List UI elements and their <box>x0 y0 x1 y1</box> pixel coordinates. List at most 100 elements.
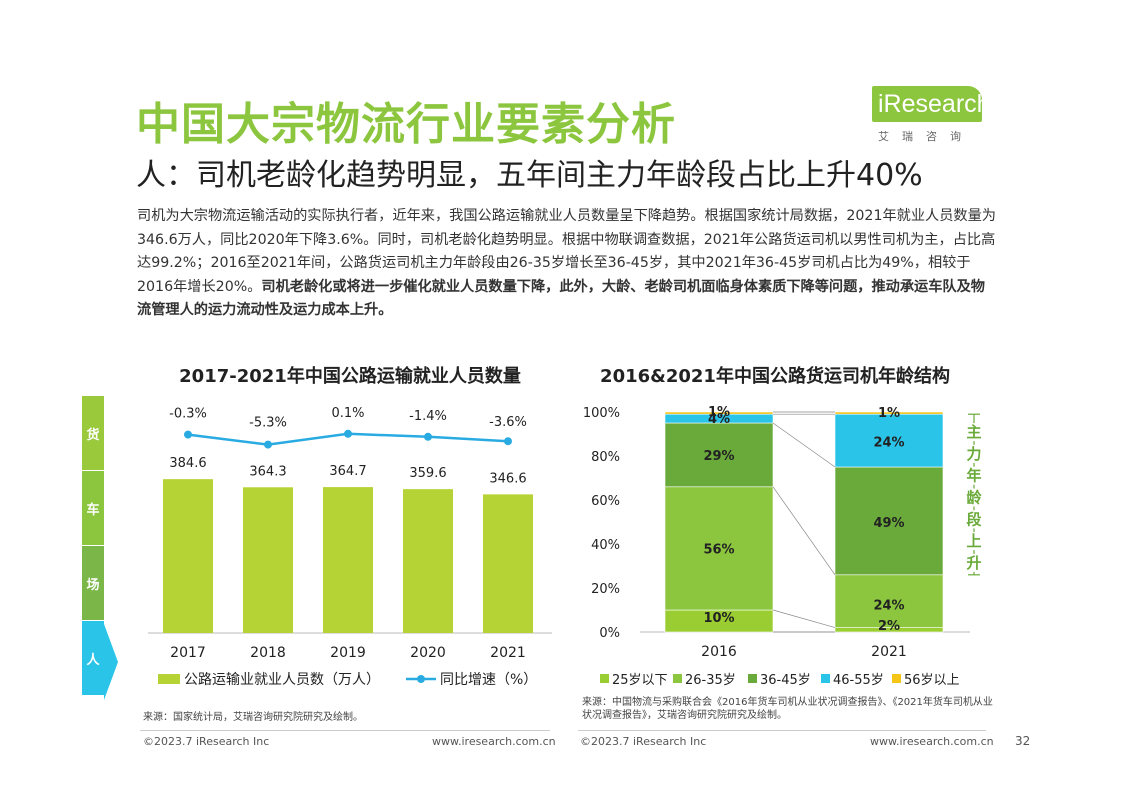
legend-swatch-26-35岁 <box>673 674 682 683</box>
side-nav: 货 车 场 人 <box>82 396 104 696</box>
legend-line-label: 同比增速（%） <box>440 672 537 688</box>
stack-2021-36-45岁 <box>834 466 944 576</box>
bar-label-2017: 384.6 <box>169 456 206 471</box>
x-tick-2016: 2016 <box>701 644 737 660</box>
stack-2021-26-35岁 <box>834 574 944 628</box>
x-tick-2019: 2019 <box>330 645 366 661</box>
legend-swatch-36-45岁 <box>748 674 757 683</box>
growth-label-2020: -1.4% <box>409 409 447 424</box>
growth-point-2018 <box>264 440 272 449</box>
value-label-2016-46-55岁: 4% <box>708 412 730 427</box>
stack-2021-46-55岁 <box>834 413 944 468</box>
y-tick-40: 40% <box>591 538 620 553</box>
stack-2016-56岁以上 <box>664 411 774 415</box>
connector-1 <box>772 486 836 576</box>
value-label-2021-46-55岁: 24% <box>873 436 904 451</box>
growth-label-2017: -0.3% <box>169 407 207 422</box>
annotation-char-4: 段 <box>966 510 981 528</box>
stack-2021-56岁以上 <box>834 411 944 415</box>
footer-url-right: www.iresearch.com.cn <box>870 735 994 748</box>
bar-2018 <box>243 487 293 633</box>
y-tick-60: 60% <box>591 494 620 509</box>
growth-point-2021 <box>504 437 512 446</box>
iresearch-logo: iResearch 艾瑞咨询 <box>872 86 991 146</box>
annotation-bg-3 <box>965 488 983 507</box>
value-label-2016-26-35岁: 56% <box>703 542 734 557</box>
side-nav-item-vehicle: 车 <box>82 471 104 545</box>
x-tick-2021: 2021 <box>490 645 526 661</box>
bar-label-2021: 346.6 <box>489 471 526 486</box>
growth-point-2019 <box>344 429 352 438</box>
growth-label-2019: 0.1% <box>331 406 364 421</box>
annotation-char-5: 上 <box>966 532 981 550</box>
intro-paragraph: 司机为大宗物流运输活动的实际执行者，近年来，我国公路运输就业人员数量呈下降趋势。… <box>137 205 997 323</box>
chart1-source: 来源：国家统计局，艾瑞咨询研究院研究及绘制。 <box>143 712 363 723</box>
employment-chart: 384.6 2017 364.3 2018 364.7 2019 359.6 2020 346.… <box>148 406 552 688</box>
age-structure-chart: 0% 20% 40% 60% 80% 100% 2016 2021 10% 2% 56% 24% 29%… <box>583 405 983 688</box>
y-tick-100: 100% <box>583 406 620 421</box>
bar-2017 <box>163 479 213 633</box>
page-number: 32 <box>1015 734 1031 748</box>
legend-swatch-46-55岁 <box>821 674 830 683</box>
legend-label-26-35岁: 26-35岁 <box>685 673 736 688</box>
chart2-title: 2016&2021年中国公路货运司机年龄结构 <box>600 366 950 387</box>
bar-label-2019: 364.7 <box>329 464 366 479</box>
annotation-bg-2 <box>965 466 983 485</box>
growth-label-2018: -5.3% <box>249 416 287 431</box>
y-tick-80: 80% <box>591 450 620 465</box>
bar-2021 <box>483 494 533 633</box>
annotation-bg-5 <box>965 532 983 551</box>
page-subtitle: 人：司机老龄化趋势明显，五年间主力年龄段占比上升40% <box>136 158 923 193</box>
chart2-source: 来源：中国物流与采购联合会《2016年货车司机从业状况调查报告》、《2021年货… <box>582 697 993 721</box>
bar-label-2018: 364.3 <box>249 464 286 479</box>
value-label-2021-26-35岁: 24% <box>873 598 904 613</box>
annotation-bg-1 <box>965 444 983 463</box>
footer-divider-left <box>140 730 550 731</box>
x-tick-2018: 2018 <box>250 645 286 661</box>
intro-bold: 司机老龄化或将进一步催化就业人员数量下降，此外，大龄、老龄司机面临身体素质下降等… <box>137 278 985 319</box>
footer-copyright-left: ©2023.7 iResearch Inc <box>143 735 270 748</box>
legend-label-56岁以上: 56岁以上 <box>904 673 960 688</box>
footer-divider-right <box>578 730 986 731</box>
annotation-bg-6 <box>965 553 983 572</box>
annotation-char-1: 力 <box>966 445 981 463</box>
annotation-bg-0 <box>965 423 983 442</box>
value-label-2016-36-45岁: 29% <box>703 449 734 464</box>
legend-swatch-56岁以上 <box>892 674 901 683</box>
side-nav-item-site: 场 <box>82 546 104 620</box>
y-tick-0: 0% <box>599 626 620 641</box>
annotation-char-0: 主 <box>966 423 981 441</box>
legend-swatch-25岁以下 <box>600 674 609 683</box>
connector-2 <box>772 422 836 468</box>
value-label-2016-25岁以下: 10% <box>703 611 734 626</box>
growth-point-2020 <box>424 432 432 441</box>
legend-label-46-55岁: 46-55岁 <box>833 673 884 688</box>
growth-point-2017 <box>184 430 192 439</box>
legend-bar-swatch <box>158 674 180 684</box>
side-nav-active-arrow <box>104 624 118 700</box>
legend-label-36-45岁: 36-45岁 <box>760 673 811 688</box>
footer-url-left: www.iresearch.com.cn <box>432 735 556 748</box>
legend-line-marker <box>417 675 425 683</box>
annotation-char-3: 龄 <box>966 489 982 507</box>
x-tick-2021: 2021 <box>871 644 907 660</box>
logo-subtext: 艾瑞咨询 <box>878 130 974 143</box>
intro-normal: 司机为大宗物流运输活动的实际执行者，近年来，我国公路运输就业人员数量呈下降趋势。… <box>137 208 996 295</box>
annotation-char-6: 升 <box>966 554 981 572</box>
side-nav-item-goods: 货 <box>82 396 104 470</box>
side-nav-item-people: 人 <box>82 621 104 695</box>
bar-label-2020: 359.6 <box>409 466 446 481</box>
annotation-char-2: 年 <box>966 467 981 485</box>
legend-label-25岁以下: 25岁以下 <box>612 673 668 688</box>
value-label-2021-56岁以上: 1% <box>878 406 900 421</box>
bar-2020 <box>403 489 453 633</box>
legend-bar-label: 公路运输业就业人员数（万人） <box>184 672 380 688</box>
value-label-2016-56岁以上: 1% <box>708 405 730 420</box>
footer-copyright-right: ©2023.7 iResearch Inc <box>580 735 707 748</box>
bar-2019 <box>323 487 373 633</box>
value-label-2021-25岁以下: 2% <box>878 619 900 634</box>
x-tick-2017: 2017 <box>170 645 206 661</box>
chart1-title: 2017-2021年中国公路运输就业人员数量 <box>179 366 521 387</box>
y-tick-20: 20% <box>591 582 620 597</box>
page-title: 中国大宗物流行业要素分析 <box>136 99 676 150</box>
